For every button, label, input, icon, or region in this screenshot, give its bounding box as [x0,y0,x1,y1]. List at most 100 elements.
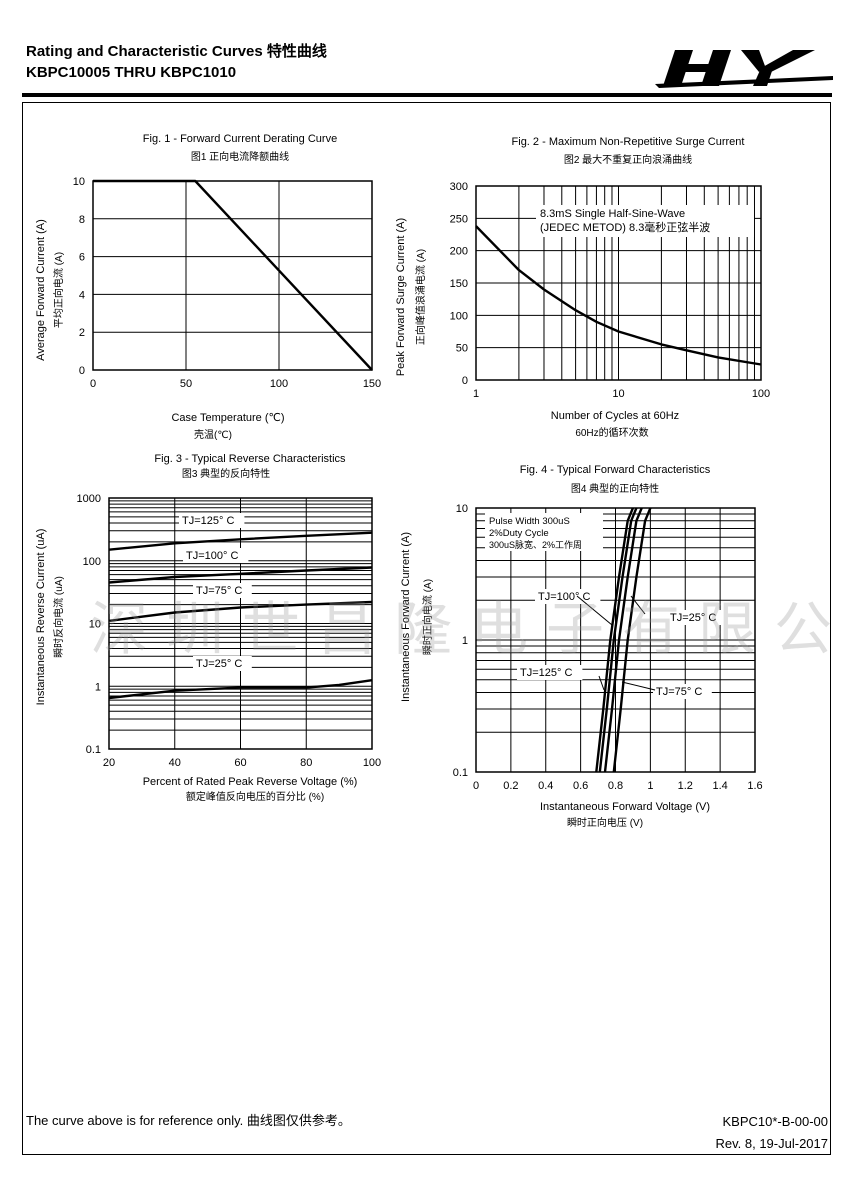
fig3-series-line [108,679,373,700]
fig4-label-leader [576,595,613,626]
fig2-plot-border [475,185,762,381]
fig3-x-tick-label: 80 [300,757,312,769]
fig3-subtitle: 图3 典型的反向特性 [182,467,270,480]
fig2-x-tick-label: 100 [752,388,770,400]
fig4-y-axis-label: Instantaneous Forward Current (A) [400,532,412,702]
fig3-y-tick-label: 1 [95,681,101,693]
fig4-x-axis-label-cn: 瞬时正向电压 (V) [567,816,643,829]
fig3-x-axis-label-cn: 额定峰值反向电压的百分比 (%) [186,790,324,803]
fig1-y-tick-label: 10 [73,176,85,188]
reference-note: The curve above is for reference only. 曲… [26,1113,351,1128]
fig2-subtitle: 图2 最大不重复正向浪涌曲线 [564,153,692,166]
fig4-x-tick-label: 0.6 [573,780,588,792]
fig4-annotation: Pulse Width 300uS [489,516,570,527]
fig2-annotation-bg [536,205,754,237]
fig3-y-tick-label: 100 [83,556,101,568]
fig4-annotation-bg [485,513,603,551]
fig2-series-line [475,225,762,366]
fig3-chart [108,497,373,750]
fig4-chart [475,507,756,773]
fig3-x-tick-label: 100 [363,757,381,769]
fig4-y-tick-label: 1 [462,635,468,647]
fig1-title: Fig. 1 - Forward Current Derating Curve [143,133,337,145]
fig1-y-tick-label: 8 [79,214,85,226]
fig3-series-line [108,531,373,551]
fig4-series-label-bg [653,684,712,699]
fig2-y-tick-label: 300 [450,181,468,193]
fig3-series-label-bg [193,583,252,598]
fig3-y-axis-label-cn: 瞬时反向电流 (uA) [52,576,65,658]
fig4-label-leader [630,595,646,615]
fig4-label-leader [598,675,605,691]
fig3-x-tick-label: 20 [103,757,115,769]
fig2-y-tick-label: 100 [450,310,468,322]
revision-date: Rev. 8, 19-Jul-2017 [715,1136,829,1151]
fig4-x-axis-label: Instantaneous Forward Voltage (V) [540,801,710,813]
fig4-plot-border [475,507,756,773]
fig4-x-tick-label: 0 [473,780,479,792]
fig3-series-label: TJ=25° C [196,658,242,670]
fig2-x-axis-label: Number of Cycles at 60Hz [551,410,679,422]
fig3-y-tick-label: 1000 [77,493,101,505]
fig3-y-tick-label: 10 [89,619,101,631]
fig4-x-tick-label: 0.4 [538,780,553,792]
fig4-series-label: TJ=125° C [520,667,572,679]
fig4-x-tick-label: 1 [647,780,653,792]
fig4-series-label-bg [535,589,601,604]
fig4-x-tick-label: 1.6 [747,780,762,792]
fig3-series-label: TJ=75° C [196,585,242,597]
fig2-x-axis-label-cn: 60Hz的循环次数 [575,426,648,439]
fig1-series-line [93,179,373,371]
fig4-annotation: 300uS脉宽、2%工作周 [489,539,582,550]
document-id: KBPC10*-B-00-00 [722,1114,829,1129]
fig1-y-axis-label: Average Forward Current (A) [35,219,47,361]
fig2-y-tick-label: 0 [462,375,468,387]
fig2-y-axis-label-cn: 正向峰值浪涌电流 (A) [414,249,427,345]
fig4-x-tick-label: 1.4 [712,780,727,792]
fig4-x-tick-label: 0.8 [608,780,623,792]
fig3-series-label: TJ=125° C [182,515,234,527]
page-title: Rating and Characteristic Curves 特性曲线 [26,43,327,60]
fig1-y-tick-label: 4 [79,289,85,301]
fig4-series-line [595,507,635,773]
fig3-series-line [108,600,373,623]
fig1-y-tick-label: 0 [79,365,85,377]
content-frame [22,102,831,1155]
fig2-title: Fig. 2 - Maximum Non-Repetitive Surge Cu… [512,136,745,148]
fig4-y-tick-label: 10 [456,503,468,515]
part-number-range: KBPC10005 THRU KBPC1010 [26,64,237,81]
fig3-title: Fig. 3 - Typical Reverse Characteristics [154,453,346,465]
fig4-series-label-bg [517,665,583,680]
brand-logo [655,46,833,88]
fig2-y-tick-label: 200 [450,246,468,258]
fig3-series-label-bg [183,548,249,563]
fig4-subtitle: 图4 典型的正向特性 [571,482,659,495]
fig1-chart [92,179,373,371]
fig3-x-axis-label: Percent of Rated Peak Reverse Voltage (%… [143,776,358,788]
fig3-series-line [108,566,373,584]
fig1-y-axis-label-cn: 平均正向电流 (A) [52,252,65,328]
fig1-x-axis-label-cn: 壳温(℃) [194,428,232,441]
fig3-x-tick-label: 40 [169,757,181,769]
fig1-y-tick-label: 2 [79,327,85,339]
fig3-series-label: TJ=100° C [186,550,238,562]
fig1-x-tick-label: 100 [270,378,288,390]
fig4-series-line [603,507,643,773]
fig2-y-tick-label: 50 [456,343,468,355]
fig4-y-tick-label: 0.1 [453,767,468,779]
fig4-series-label: TJ=75° C [656,686,702,698]
fig4-series-line [612,507,652,773]
fig4-series-label: TJ=25° C [670,612,716,624]
fig2-x-tick-label: 10 [612,388,624,400]
fig1-x-tick-label: 150 [363,378,381,390]
fig2-y-axis-label: Peak Forward Surge Current (A) [395,218,407,376]
fig2-annotation: 8.3mS Single Half-Sine-Wave [540,208,685,220]
fig4-series-label-bg [667,610,726,625]
fig2-y-tick-label: 250 [450,213,468,225]
fig4-annotation: 2%Duty Cycle [489,528,549,539]
fig3-series-label-bg [193,656,252,671]
fig4-series-line [598,507,638,773]
fig3-plot-border [108,497,373,750]
fig3-y-tick-label: 0.1 [86,744,101,756]
